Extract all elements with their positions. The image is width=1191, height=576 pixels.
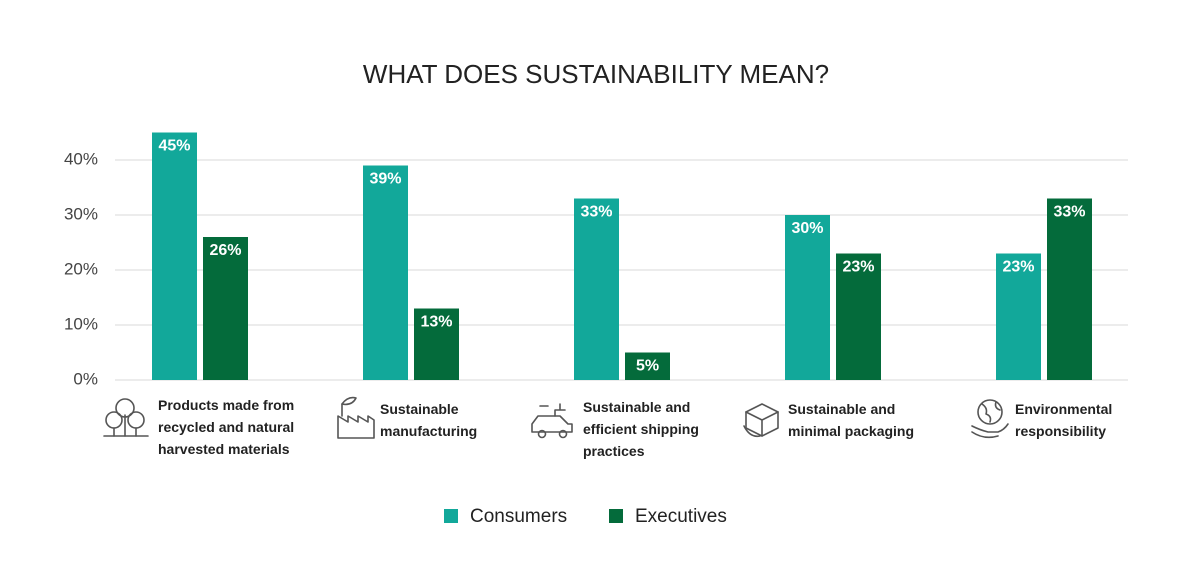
y-tick-label: 0% xyxy=(73,369,98,388)
x-tick-label: Sustainable manufacturing xyxy=(380,401,478,439)
y-tick-label: 40% xyxy=(64,149,98,168)
value-label: 26% xyxy=(209,242,241,259)
icon-factory xyxy=(337,396,375,439)
value-label: 23% xyxy=(842,259,874,276)
bar xyxy=(996,253,1041,380)
legend-label: Consumers xyxy=(470,506,567,527)
bar xyxy=(574,198,619,380)
y-tick-label: 20% xyxy=(64,259,98,278)
chart-title: WHAT DOES SUSTAINABILITY MEAN? xyxy=(363,59,829,89)
bar xyxy=(785,215,830,380)
bar xyxy=(152,132,197,380)
icon-car xyxy=(531,403,573,439)
x-tick-label: Products made from recycled and natural … xyxy=(158,397,295,457)
value-label: 45% xyxy=(158,138,190,155)
bar xyxy=(363,165,408,380)
x-tick-label: Environmental responsibility xyxy=(1015,401,1113,439)
bar xyxy=(625,352,670,380)
x-tick-label: Sustainable and efficient shipping pract… xyxy=(583,399,699,459)
legend-label: Executives xyxy=(635,506,727,527)
bar xyxy=(414,308,459,380)
value-label: 13% xyxy=(420,314,452,331)
value-label: 39% xyxy=(369,171,401,188)
value-label: 33% xyxy=(1053,204,1085,221)
bar xyxy=(1047,198,1092,380)
icon-trees xyxy=(103,398,149,437)
bar xyxy=(203,237,248,380)
icon-globe xyxy=(971,399,1009,439)
x-tick-label: Sustainable and minimal packaging xyxy=(788,401,915,439)
value-label: 30% xyxy=(791,220,823,237)
bar xyxy=(836,253,881,380)
y-tick-label: 30% xyxy=(64,204,98,223)
legend-swatch xyxy=(444,509,458,523)
icon-box xyxy=(743,403,779,438)
value-label: 5% xyxy=(636,358,659,375)
legend-swatch xyxy=(609,509,623,523)
value-label: 33% xyxy=(580,204,612,221)
value-label: 23% xyxy=(1002,259,1034,276)
y-tick-label: 10% xyxy=(64,314,98,333)
